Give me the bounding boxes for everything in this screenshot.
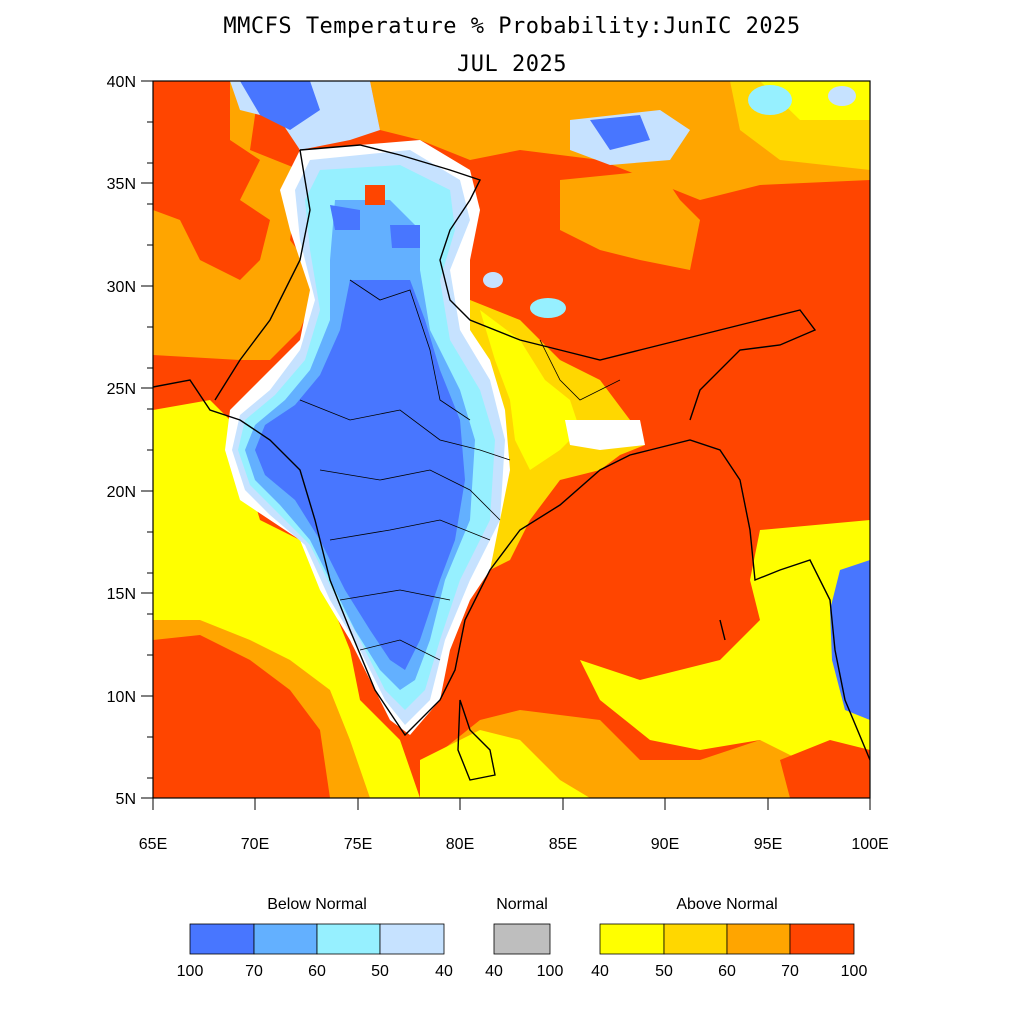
field-above-40-50-east [480, 310, 580, 470]
field-below-100-70-north [240, 81, 320, 130]
field-above-70-100-pocket [365, 185, 385, 205]
lon-label: 70E [241, 836, 269, 853]
field-above-70-100-nw [153, 81, 270, 280]
legend-tick: 50 [655, 963, 673, 980]
x-ticks [152, 798, 871, 810]
border-west [214, 149, 311, 401]
field-patch-nepal [530, 298, 566, 318]
legend-swatch [253, 923, 318, 955]
field-patch-nepal2 [483, 272, 503, 288]
field-below-100-70-myanmar [830, 560, 870, 720]
legend-title-above: Above Normal [676, 896, 777, 913]
legend-swatch [726, 923, 791, 955]
legend-swatch [599, 923, 665, 955]
field-below-100-70-tibet [590, 115, 650, 150]
legend-tick: 40 [485, 963, 503, 980]
legend-swatch [379, 923, 445, 955]
coastline-east [649, 439, 870, 761]
lat-label: 10N [107, 689, 136, 706]
field-above-70-100-sw [153, 635, 330, 798]
legend-tick: 60 [718, 963, 736, 980]
legend-tick: 100 [177, 963, 204, 980]
border-north [299, 144, 817, 421]
legend-tick: 60 [308, 963, 326, 980]
field-near-normal-bengal [565, 420, 645, 450]
field-above-40-50-south [420, 730, 590, 798]
legend-swatch-normal [493, 923, 551, 955]
field-below-100-70-kashmir [330, 205, 360, 230]
legend-swatch [316, 923, 381, 955]
legend-title-normal: Normal [496, 896, 548, 913]
legend-tick: 70 [781, 963, 799, 980]
island-line [719, 619, 726, 641]
boundaries [153, 144, 870, 781]
lat-label: 5N [116, 791, 136, 808]
field-above-60-70-tibet [560, 170, 700, 270]
legend-above-normal [599, 923, 855, 955]
legend-swatch [189, 923, 255, 955]
field-below-100-70 [255, 280, 465, 670]
legend-tick: 40 [591, 963, 609, 980]
legend-tick: 50 [371, 963, 389, 980]
lat-label: 35N [107, 176, 136, 193]
legend-below-normal [189, 923, 445, 955]
lat-label: 20N [107, 484, 136, 501]
field-above-40-50-se [580, 520, 870, 798]
lat-label: 15N [107, 586, 136, 603]
legend-title-below: Below Normal [267, 896, 367, 913]
legend-swatch [663, 923, 728, 955]
field-above-70-100-se [780, 740, 870, 798]
lat-label: 30N [107, 279, 136, 296]
y-ticks [141, 80, 153, 799]
legend-tick: 100 [537, 963, 564, 980]
probability-field [153, 81, 870, 798]
lon-label: 100E [851, 836, 888, 853]
legend-swatch [789, 923, 855, 955]
legend-tick: 100 [841, 963, 868, 980]
lat-label: 40N [107, 74, 136, 91]
lon-label: 95E [754, 836, 782, 853]
field-below-100-70-ladakh [390, 225, 420, 248]
lon-label: 80E [446, 836, 474, 853]
coastline-india [153, 379, 651, 737]
chart-subtitle: JUL 2025 [457, 52, 567, 77]
state-boundaries [299, 279, 621, 661]
lon-label: 85E [549, 836, 577, 853]
plot-frame [152, 80, 871, 799]
chart-title: MMCFS Temperature % Probability:JunIC 20… [223, 14, 801, 39]
legend-tick: 70 [245, 963, 263, 980]
field-patch-ne2 [828, 86, 856, 106]
lat-label: 25N [107, 381, 136, 398]
lon-label: 65E [139, 836, 167, 853]
field-patch-ne [748, 85, 792, 115]
lon-label: 90E [651, 836, 679, 853]
lon-label: 75E [344, 836, 372, 853]
legend-tick: 40 [435, 963, 453, 980]
coastline-srilanka [457, 699, 496, 781]
